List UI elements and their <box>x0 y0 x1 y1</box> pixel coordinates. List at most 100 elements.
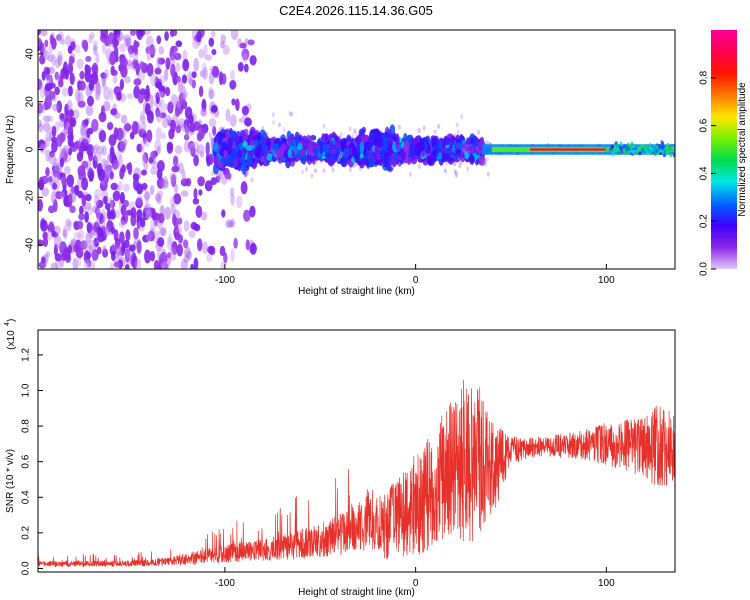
heatmap-cell <box>433 129 437 135</box>
heatmap-cell <box>138 128 147 138</box>
heatmap-cell <box>146 207 153 217</box>
heatmap-cell <box>339 132 343 138</box>
colorbar-tick-label: 0.8 <box>699 70 710 84</box>
heatmap-cell <box>95 88 101 102</box>
spectrogram-ylabel: Frequency (Hz) <box>5 115 16 184</box>
heatmap-cell <box>477 129 481 135</box>
heatmap-cell <box>62 229 67 238</box>
heatmap-cell <box>78 213 85 221</box>
heatmap-cell <box>52 165 60 178</box>
heatmap-cell <box>241 105 249 116</box>
heatmap-cell <box>110 108 118 116</box>
heatmap-cell <box>466 166 470 172</box>
heatmap-cell <box>625 147 629 152</box>
heatmap-cell <box>460 114 464 120</box>
heatmap-cell <box>243 209 251 222</box>
heatmap-cell <box>249 205 256 218</box>
heatmap-cell <box>41 187 50 197</box>
heatmap-cell <box>55 71 60 83</box>
heatmap-cell <box>230 69 236 81</box>
heatmap-cell <box>199 70 205 78</box>
spectrogram-panel: -100 0 100 -40 -20 0 20 40 Height of straight li… <box>5 29 676 297</box>
heatmap-cell <box>354 151 361 163</box>
heatmap-cell <box>124 264 130 269</box>
heatmap-cell <box>120 114 128 125</box>
heatmap-cell <box>167 252 172 259</box>
heatmap-cell <box>98 111 107 123</box>
heatmap-cell <box>288 135 295 142</box>
heatmap-cell <box>139 217 146 228</box>
heatmap-cell <box>69 131 74 145</box>
heatmap-cell <box>107 36 113 48</box>
heatmap-cell <box>103 86 111 101</box>
heatmap-cell <box>61 189 68 197</box>
colorbar-tick-label: 0.2 <box>699 214 710 228</box>
heatmap-cell <box>124 248 131 263</box>
heatmap-cell <box>356 135 361 148</box>
heatmap-cell <box>158 75 167 84</box>
heatmap-cell <box>139 114 146 125</box>
heatmap-cell <box>158 227 166 237</box>
heatmap-cell <box>156 177 165 189</box>
heatmap-cell <box>80 240 88 250</box>
heatmap-cell <box>132 255 138 269</box>
heatmap-cell <box>131 120 139 135</box>
x-tick-label: 0 <box>413 578 419 589</box>
heatmap-cell <box>271 143 277 150</box>
heatmap-cell <box>41 71 46 81</box>
heatmap-cell <box>38 78 43 91</box>
heatmap-cell <box>160 179 169 189</box>
heatmap-cell <box>101 145 108 156</box>
y-tick-label: 1.0 <box>21 383 32 397</box>
heatmap-cell <box>86 95 95 107</box>
heatmap-cell <box>173 193 182 205</box>
heatmap-cell <box>351 145 357 156</box>
heatmap-cell <box>168 128 175 140</box>
heatmap-cell <box>259 129 266 138</box>
heatmap-cell <box>181 169 186 183</box>
heatmap-cell <box>80 127 88 139</box>
heatmap-cell <box>485 156 489 162</box>
heatmap-cell <box>47 54 55 63</box>
heatmap-cell <box>128 244 136 252</box>
heatmap-cell <box>83 119 89 126</box>
heatmap-cell <box>56 100 63 113</box>
heatmap-cell <box>117 141 125 152</box>
heatmap-cell <box>201 62 207 76</box>
heatmap-cell <box>63 144 70 154</box>
heatmap-cell <box>237 61 244 72</box>
heatmap-cell <box>345 146 351 159</box>
y-tick-label: 0.0 <box>21 561 32 575</box>
heatmap-cell <box>81 177 89 191</box>
heatmap-cell <box>91 118 99 132</box>
heatmap-cell <box>305 166 309 172</box>
heatmap-cell <box>443 153 450 160</box>
heatmap-cell <box>229 79 237 90</box>
heatmap-cell <box>282 127 286 132</box>
heatmap-cell <box>134 258 142 269</box>
heatmap-cell <box>157 212 165 224</box>
heatmap-cell <box>353 128 357 134</box>
heatmap-cell <box>183 220 190 232</box>
heatmap-cell <box>208 132 212 138</box>
heatmap-cell <box>156 160 165 172</box>
heatmap-cell <box>84 211 89 223</box>
heatmap-cell <box>172 155 179 167</box>
heatmap-cell <box>63 127 70 135</box>
heatmap-cell <box>130 30 136 36</box>
snr-multiplier-base: (x10 <box>6 330 17 350</box>
heatmap-cell <box>156 195 162 205</box>
heatmap-cell <box>196 238 203 252</box>
heatmap-cell <box>59 112 65 121</box>
heatmap-cell <box>437 152 443 160</box>
heatmap-cell <box>348 167 352 173</box>
heatmap-cell <box>39 84 45 99</box>
heatmap-cell <box>127 93 134 100</box>
heatmap-cell <box>67 85 73 97</box>
heatmap-cell <box>149 250 156 262</box>
heatmap-cell <box>91 205 99 214</box>
heatmap-cell <box>310 173 314 179</box>
heatmap-cell <box>351 133 355 139</box>
heatmap-cell <box>135 64 141 73</box>
heatmap-cell <box>60 175 67 186</box>
